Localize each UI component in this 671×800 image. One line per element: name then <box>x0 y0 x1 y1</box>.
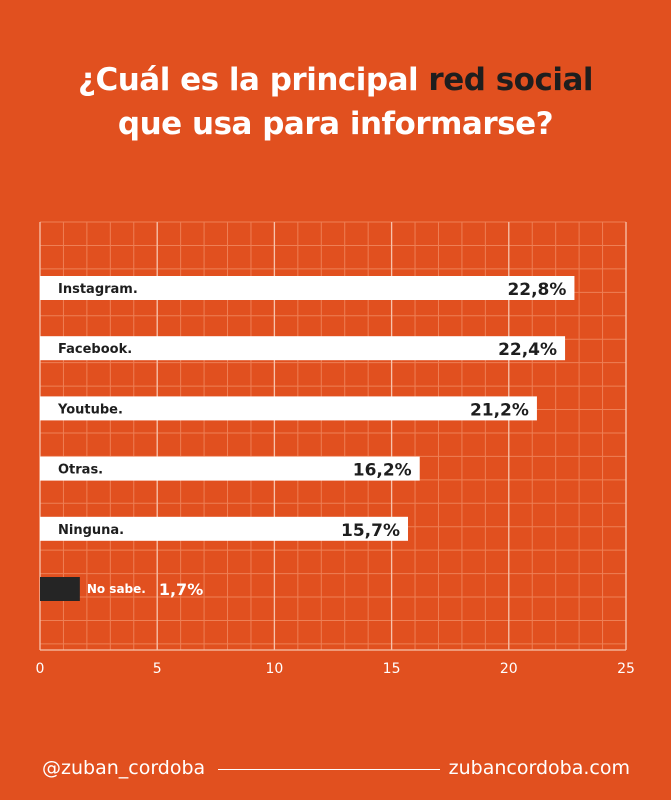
bar-value-label: 21,2% <box>470 400 529 420</box>
bar <box>40 516 409 541</box>
footer-website[interactable]: zubancordoba.com <box>448 757 630 779</box>
x-tick-label: 10 <box>265 661 283 677</box>
x-tick-label: 25 <box>617 661 635 677</box>
chart-title: ¿Cuál es la principal red social que usa… <box>0 58 671 146</box>
bar-category-label: Ninguna. <box>58 523 124 538</box>
bar-value-label: 16,2% <box>353 461 412 481</box>
footer-handle[interactable]: @zuban_cordoba <box>42 757 206 779</box>
bar-value-label: 22,4% <box>498 340 557 360</box>
title-line2: que usa para informarse? <box>117 106 554 142</box>
bar-category-label: Facebook. <box>58 342 132 357</box>
x-tick-label: 20 <box>500 661 518 677</box>
footer-divider <box>218 769 440 770</box>
x-tick-label: 5 <box>153 661 162 677</box>
bar-category-label: Otras. <box>58 463 103 478</box>
bar-category-label: Instagram. <box>58 282 138 297</box>
x-tick-label: 0 <box>36 661 45 677</box>
bar-category-label: Youtube. <box>57 402 123 417</box>
bar-value-label: 1,7% <box>159 580 203 599</box>
bar-value-label: 22,8% <box>507 280 566 300</box>
bar-category-label: No sabe. <box>87 582 146 596</box>
x-tick-label: 15 <box>383 661 401 677</box>
title-line1: ¿Cuál es la principal <box>77 62 429 98</box>
bar <box>40 456 420 481</box>
bar <box>40 276 575 300</box>
bar <box>40 396 537 421</box>
bar <box>40 577 80 601</box>
bar-value-label: 15,7% <box>341 521 400 541</box>
bar <box>40 336 566 361</box>
title-highlight: red social <box>428 62 594 98</box>
